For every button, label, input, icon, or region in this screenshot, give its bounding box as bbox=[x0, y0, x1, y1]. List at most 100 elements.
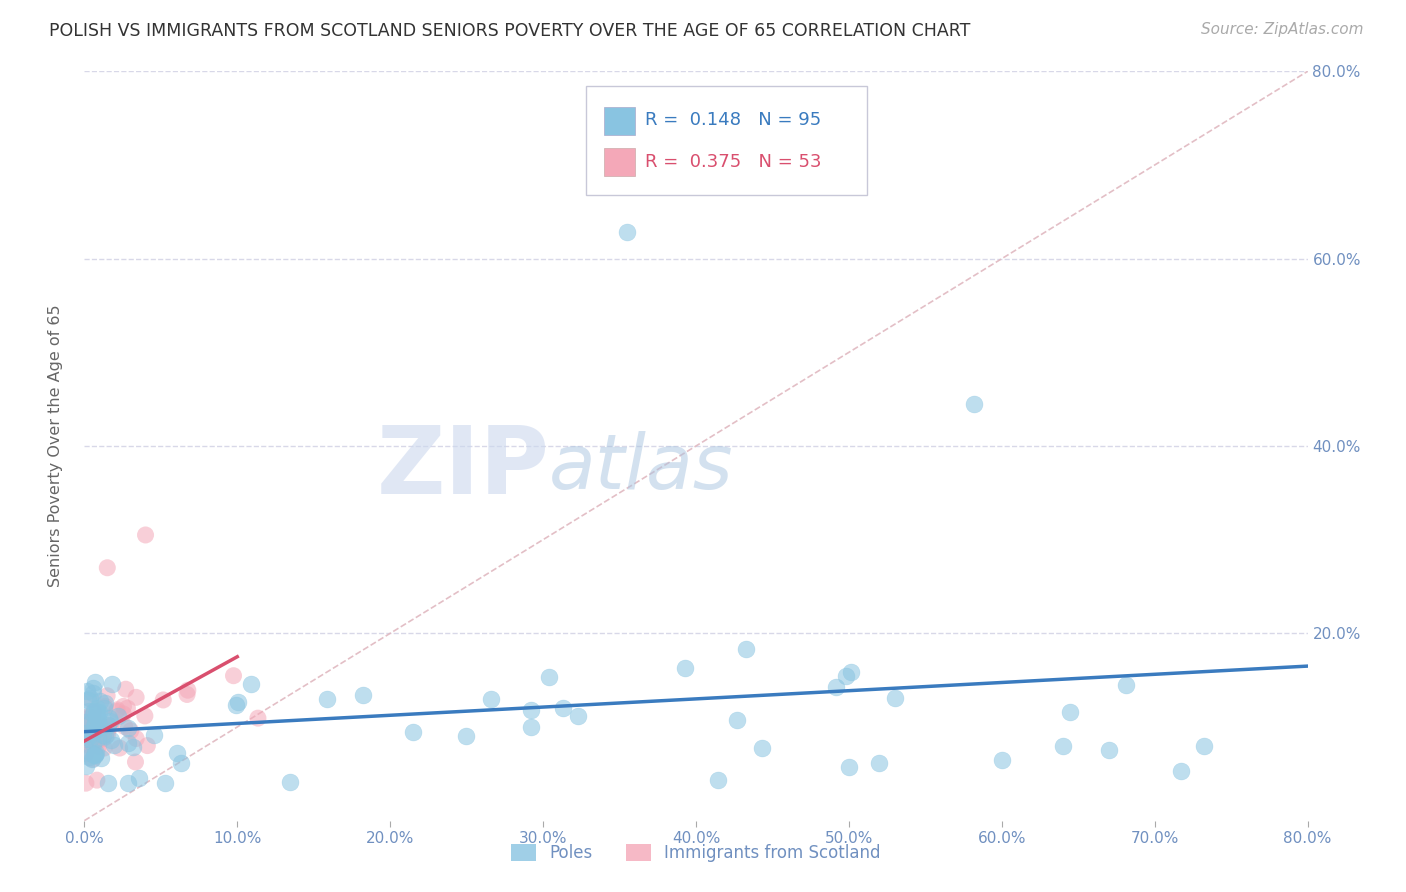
Text: R =  0.375   N = 53: R = 0.375 N = 53 bbox=[644, 153, 821, 171]
Point bbox=[93, 696, 115, 710]
Point bbox=[751, 740, 773, 755]
Point bbox=[1170, 764, 1192, 779]
Point bbox=[75, 776, 97, 790]
Point bbox=[86, 714, 108, 729]
Point bbox=[97, 718, 120, 732]
Point bbox=[120, 723, 142, 738]
Point bbox=[402, 725, 425, 739]
Point bbox=[884, 690, 907, 705]
Point bbox=[117, 736, 139, 750]
Point bbox=[94, 699, 117, 714]
Point bbox=[706, 773, 728, 788]
Point bbox=[80, 739, 103, 753]
Point bbox=[84, 716, 107, 731]
Point bbox=[222, 669, 245, 683]
Point bbox=[1192, 739, 1215, 753]
Point bbox=[87, 716, 110, 731]
Point bbox=[97, 718, 120, 732]
Point bbox=[98, 711, 121, 725]
Point bbox=[117, 701, 139, 715]
Point bbox=[616, 226, 638, 240]
Point bbox=[166, 747, 188, 761]
FancyBboxPatch shape bbox=[605, 148, 636, 177]
Point bbox=[75, 726, 97, 740]
Point bbox=[82, 752, 104, 766]
Point bbox=[1059, 706, 1081, 720]
Point bbox=[80, 715, 103, 730]
Point bbox=[98, 714, 121, 728]
Point bbox=[83, 747, 105, 762]
Point bbox=[725, 713, 748, 727]
Point bbox=[117, 776, 139, 790]
Point bbox=[107, 709, 129, 723]
Text: Source: ZipAtlas.com: Source: ZipAtlas.com bbox=[1201, 22, 1364, 37]
Point bbox=[94, 722, 117, 736]
Point bbox=[315, 692, 337, 706]
Point bbox=[79, 731, 101, 746]
Point bbox=[1052, 739, 1074, 753]
Point bbox=[551, 701, 574, 715]
Point bbox=[454, 729, 477, 743]
Point bbox=[75, 747, 97, 761]
Point bbox=[77, 728, 100, 742]
Point bbox=[520, 719, 543, 733]
FancyBboxPatch shape bbox=[605, 106, 636, 135]
Point bbox=[112, 699, 135, 714]
Point bbox=[82, 686, 104, 700]
Point bbox=[77, 719, 100, 733]
Point bbox=[734, 641, 756, 656]
Point bbox=[75, 731, 97, 746]
Point bbox=[82, 711, 104, 725]
Point bbox=[537, 670, 560, 684]
Point bbox=[77, 693, 100, 707]
Point bbox=[83, 718, 105, 732]
Point bbox=[86, 705, 108, 719]
Text: POLISH VS IMMIGRANTS FROM SCOTLAND SENIORS POVERTY OVER THE AGE OF 65 CORRELATIO: POLISH VS IMMIGRANTS FROM SCOTLAND SENIO… bbox=[49, 22, 970, 40]
Point bbox=[124, 755, 146, 769]
Point bbox=[75, 714, 97, 729]
Point bbox=[963, 397, 986, 411]
Point bbox=[84, 723, 107, 737]
Point bbox=[108, 741, 131, 756]
Point bbox=[76, 718, 98, 732]
Point bbox=[83, 748, 105, 763]
Point bbox=[77, 729, 100, 743]
Point bbox=[87, 731, 110, 745]
Point bbox=[82, 681, 104, 695]
Point bbox=[170, 756, 193, 770]
Point bbox=[479, 692, 502, 706]
Point bbox=[90, 728, 112, 742]
Point bbox=[83, 704, 105, 718]
Point bbox=[91, 731, 114, 746]
Point bbox=[352, 688, 374, 702]
Point bbox=[82, 706, 104, 721]
Point bbox=[82, 726, 104, 740]
Point bbox=[135, 528, 157, 542]
Point bbox=[86, 723, 108, 737]
Point bbox=[567, 708, 589, 723]
Point bbox=[93, 701, 115, 715]
Point bbox=[125, 690, 148, 705]
Point bbox=[278, 774, 301, 789]
Text: atlas: atlas bbox=[550, 432, 734, 506]
Point bbox=[79, 691, 101, 706]
Point bbox=[80, 693, 103, 707]
Point bbox=[97, 776, 120, 790]
Point bbox=[101, 677, 124, 691]
Point bbox=[117, 721, 139, 735]
Point bbox=[134, 709, 156, 723]
Point bbox=[87, 731, 110, 745]
Point bbox=[128, 771, 150, 785]
Point bbox=[114, 720, 136, 734]
Point bbox=[125, 731, 148, 746]
Point bbox=[153, 776, 176, 790]
Point bbox=[87, 739, 110, 754]
Point bbox=[176, 688, 198, 702]
Point bbox=[79, 747, 101, 761]
Point bbox=[673, 661, 696, 675]
Point bbox=[91, 727, 114, 741]
Point bbox=[96, 561, 118, 575]
Point bbox=[84, 675, 107, 690]
Point bbox=[520, 703, 543, 717]
Point bbox=[84, 706, 107, 720]
